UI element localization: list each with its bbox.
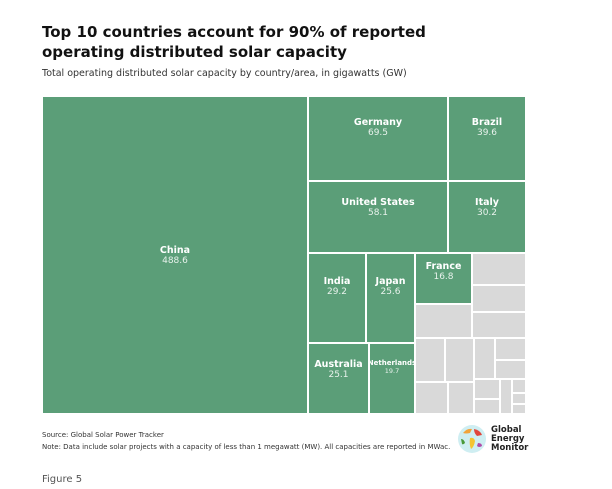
treemap-cell-brazil: Brazil 39.6: [448, 96, 526, 181]
cell-label: Germany: [353, 117, 403, 129]
treemap-cell-other: [445, 338, 474, 382]
treemap-cell-united-states: United States 58.1: [308, 181, 448, 253]
treemap-cell-other: [495, 360, 526, 379]
logo-line: Global: [491, 424, 522, 435]
cell-value: 488.6: [162, 255, 188, 266]
cell-value: 25.1: [328, 369, 349, 380]
treemap-cell-other: [495, 338, 526, 360]
cell-value: 39.6: [476, 128, 498, 139]
treemap-cell-china: China 488.6: [42, 96, 308, 414]
treemap-cell-other: [448, 382, 474, 414]
treemap-cell-other: [512, 404, 526, 414]
logo-line: Monitor: [491, 442, 529, 453]
treemap-cell-australia: Australia 25.1: [308, 343, 369, 414]
treemap-cell-other: [415, 338, 445, 382]
cell-value: 19.7: [384, 366, 400, 375]
cell-value: 58.1: [367, 208, 389, 219]
treemap-cell-other: [474, 338, 495, 379]
cell-label: Australia: [314, 358, 363, 370]
gem-logo: Global Energy Monitor: [457, 424, 528, 454]
treemap-cell-other: [472, 253, 526, 285]
treemap-cell-other: [474, 379, 500, 399]
cell-label: Italy: [475, 197, 499, 209]
source-text: Source: Global Solar Power Tracker: [42, 431, 164, 439]
cell-value: 29.2: [326, 287, 348, 298]
treemap-cell-india: India 29.2: [308, 253, 366, 343]
note-text: Note: Data include solar projects with a…: [42, 443, 451, 451]
treemap-cell-other: [472, 285, 526, 312]
cell-label: Brazil: [471, 117, 503, 129]
cell-value: 25.6: [380, 287, 401, 298]
globe-icon: [458, 425, 486, 453]
figure-label: Figure 5: [42, 474, 83, 485]
treemap-cell-japan: Japan 25.6: [366, 253, 415, 343]
chart-subtitle: Total operating distributed solar capaci…: [42, 68, 407, 79]
treemap-cell-other: [512, 393, 526, 404]
treemap-cell-other: [415, 382, 448, 414]
treemap-cell-netherlands: Netherlands 19.7: [367, 343, 417, 414]
treemap-cell-other: [472, 312, 526, 338]
chart-title: Top 10 countries account for 90% of repo…: [42, 23, 426, 61]
cell-label: Japan: [375, 276, 406, 288]
cell-value: 69.5: [367, 128, 389, 139]
treemap-cell-other: [415, 304, 472, 338]
cell-label: India: [323, 276, 351, 288]
treemap-cell-other: [512, 379, 526, 393]
cell-value: 30.2: [476, 208, 498, 219]
treemap-cell-germany: Germany 69.5: [308, 96, 448, 181]
treemap-cell-other: [474, 399, 500, 414]
treemap-cell-other: [500, 379, 512, 414]
cell-label: United States: [341, 197, 415, 209]
treemap-cell-france: France 16.8: [415, 253, 472, 304]
cell-label: China: [159, 244, 191, 256]
cell-label: Netherlands: [367, 358, 417, 367]
treemap-cell-italy: Italy 30.2: [448, 181, 526, 253]
cell-label: France: [425, 261, 462, 273]
cell-value: 16.8: [433, 272, 454, 283]
logo-line: Energy: [491, 433, 525, 444]
